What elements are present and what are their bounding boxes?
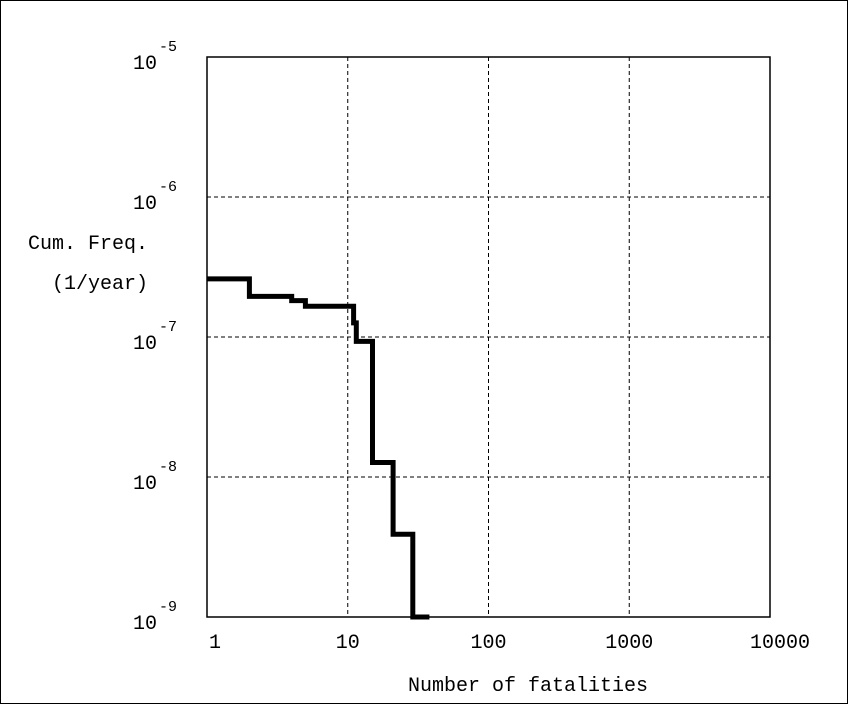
y-tick-label: 10-8 — [133, 459, 177, 496]
x-tick-label: 1 — [209, 632, 221, 655]
x-tick-label: 10 — [336, 632, 360, 655]
y-tick-exponent: -7 — [159, 319, 177, 336]
y-tick-base: 10 — [133, 333, 157, 356]
y-tick-exponent: -9 — [159, 599, 177, 616]
y-tick-labels: 10-510-610-710-810-9 — [133, 39, 177, 636]
y-tick-label: 10-7 — [133, 319, 177, 356]
y-axis-label-line-2: (1/year) — [52, 273, 148, 296]
y-tick-exponent: -6 — [159, 179, 177, 196]
plot-area-border — [206, 56, 771, 618]
x-tick-label: 10000 — [750, 632, 810, 655]
series-line — [207, 276, 430, 620]
y-tick-base: 10 — [133, 613, 157, 636]
x-tick-labels: 1 10 100 1000 10000 — [209, 632, 810, 655]
y-tick-base: 10 — [133, 53, 157, 76]
y-tick-base: 10 — [133, 193, 157, 216]
y-tick-label: 10-9 — [133, 599, 177, 636]
y-tick-base: 10 — [133, 473, 157, 496]
grid — [207, 57, 770, 617]
y-tick-exponent: -5 — [159, 39, 177, 56]
x-axis-label: Number of fatalities — [408, 675, 648, 698]
y-axis-label-line-1: Cum. Freq. — [28, 233, 148, 256]
series-layer — [207, 276, 430, 620]
y-tick-label: 10-6 — [133, 179, 177, 216]
x-tick-label: 100 — [470, 632, 506, 655]
y-tick-exponent: -8 — [159, 459, 177, 476]
x-tick-label: 1000 — [605, 632, 653, 655]
y-tick-label: 10-5 — [133, 39, 177, 76]
